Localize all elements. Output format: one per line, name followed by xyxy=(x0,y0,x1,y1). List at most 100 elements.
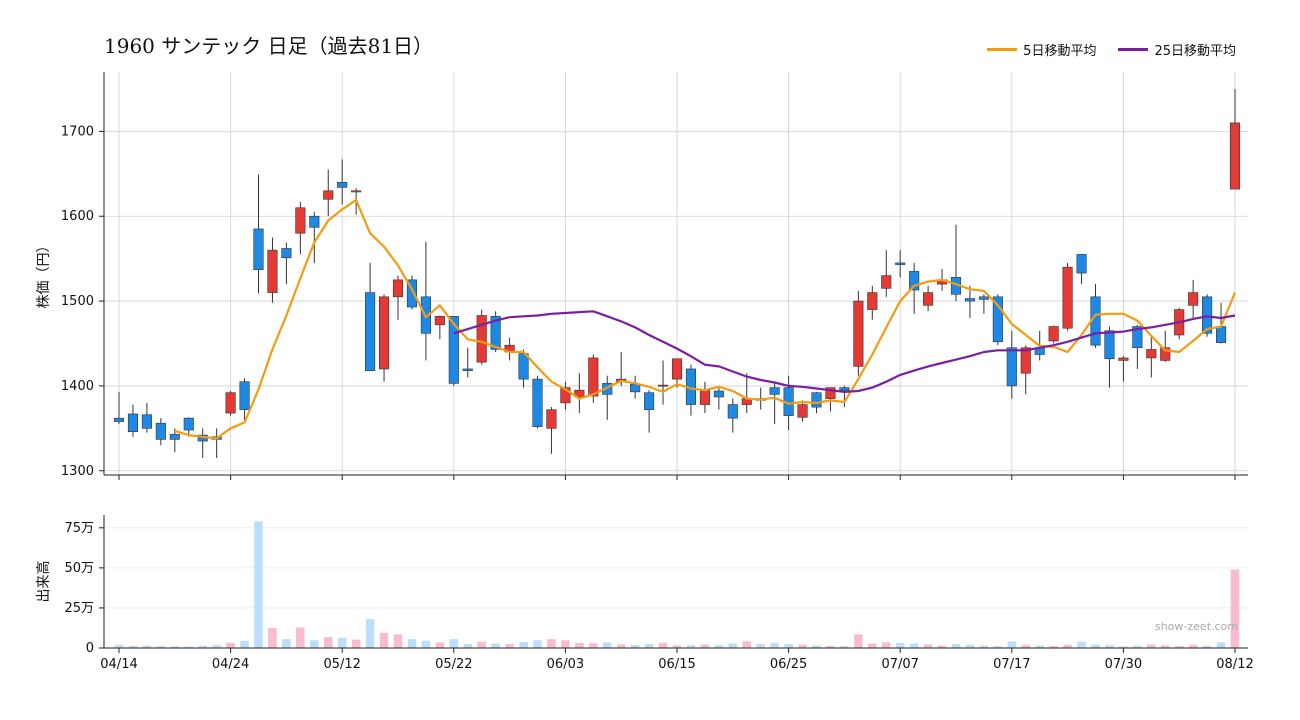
candle-body xyxy=(448,316,459,384)
candle-body xyxy=(1020,347,1031,374)
candle-body xyxy=(881,275,892,289)
moving-average-lines xyxy=(174,199,1237,440)
candle-body xyxy=(281,248,292,259)
candle-body xyxy=(1132,326,1143,349)
candle-body xyxy=(867,292,878,310)
xtick-label: 06/03 xyxy=(547,657,584,672)
volume-bar xyxy=(324,637,333,648)
xtick-label: 06/25 xyxy=(770,657,807,672)
xtick-label: 08/12 xyxy=(1216,657,1253,672)
candle-body xyxy=(253,228,264,270)
volume-bar xyxy=(407,639,417,648)
candle-body xyxy=(560,387,571,404)
volume-bar xyxy=(798,644,807,648)
volume-bar xyxy=(742,641,751,648)
volume-bar xyxy=(589,643,598,648)
candle-body xyxy=(267,249,278,293)
candle-body xyxy=(895,262,906,265)
volume-bar xyxy=(184,646,193,648)
volume-bar xyxy=(812,645,821,648)
price-ytick-label: 1700 xyxy=(61,124,94,139)
candle-body xyxy=(183,417,194,431)
legend-swatch-ma25 xyxy=(1118,48,1149,51)
candle-body xyxy=(699,389,710,405)
volume-bar xyxy=(505,643,514,648)
volume-bar xyxy=(351,639,361,648)
volume-bar xyxy=(854,634,863,648)
volume-bar xyxy=(1105,645,1114,648)
xtick-label: 06/15 xyxy=(658,657,695,672)
candle-body xyxy=(378,296,390,370)
candle-body xyxy=(1062,266,1073,329)
candle-body xyxy=(1076,254,1087,274)
candle-body xyxy=(476,315,487,363)
candle-body xyxy=(546,409,557,429)
volume-bar xyxy=(226,642,235,648)
legend-swatch-ma5 xyxy=(987,48,1018,51)
price-ytick-label: 1500 xyxy=(61,294,94,309)
candle-body xyxy=(518,353,529,380)
volume-bar xyxy=(658,642,668,648)
volume-bar xyxy=(1147,644,1156,648)
candle-body xyxy=(155,422,166,440)
volume-bar xyxy=(1007,641,1017,648)
volume-bar xyxy=(1202,645,1212,648)
candle-body xyxy=(406,279,418,308)
candle-body xyxy=(1188,292,1199,306)
volume-bar xyxy=(714,645,724,648)
volume-bar xyxy=(519,641,528,648)
candle-body xyxy=(1006,347,1017,387)
volume-bar xyxy=(993,646,1003,648)
candle-body xyxy=(532,378,543,427)
chart-title: 1960 サンテック 日足（過去81日） xyxy=(104,34,434,58)
candle-body xyxy=(169,433,180,440)
volume-ytick-label: 75万 xyxy=(64,521,94,536)
volume-bar xyxy=(895,642,905,648)
candles xyxy=(113,88,1241,459)
candle-body xyxy=(574,389,585,398)
candle-body xyxy=(713,390,724,398)
candle-body xyxy=(839,387,850,391)
xtick-label: 04/14 xyxy=(100,657,137,672)
volume-bar xyxy=(254,521,263,648)
candle-body xyxy=(671,358,683,380)
axes xyxy=(99,72,1248,653)
ma5-line xyxy=(174,199,1237,440)
candle-body xyxy=(727,404,738,419)
volume-bar xyxy=(603,642,612,648)
price-ytick-label: 1600 xyxy=(61,209,94,224)
xtick-label: 05/12 xyxy=(323,657,360,672)
volume-bar xyxy=(840,646,849,648)
candle-body xyxy=(811,392,822,408)
volume-bar xyxy=(728,643,738,648)
candle-body xyxy=(657,384,669,387)
candle-body xyxy=(392,279,404,298)
candle-body xyxy=(978,296,989,300)
candle-body xyxy=(644,392,655,410)
candle-body xyxy=(825,387,836,399)
xtick-label: 07/07 xyxy=(881,657,918,672)
volume-bar xyxy=(909,643,919,648)
candle-body xyxy=(909,271,920,291)
volume-bar xyxy=(979,645,989,648)
volume-grid xyxy=(104,527,1248,609)
candle-body xyxy=(797,404,808,418)
watermark: show-zeet.com xyxy=(1155,620,1238,633)
volume-bar xyxy=(393,634,403,648)
candle-body xyxy=(462,368,473,371)
candle-body xyxy=(113,417,125,422)
volume-bar xyxy=(756,643,765,648)
ma25-line xyxy=(453,310,1236,393)
legend-label-ma5: 5日移動平均 xyxy=(1023,44,1097,59)
volume-bar xyxy=(128,645,138,648)
candle-body xyxy=(337,181,348,188)
price-ytick-label: 1300 xyxy=(61,464,94,479)
volume-bar xyxy=(1021,645,1030,648)
volume-bar xyxy=(1174,646,1184,648)
candle-body xyxy=(141,414,152,429)
candle-body xyxy=(853,300,864,367)
volume-bar xyxy=(477,641,486,648)
xtick-label: 07/30 xyxy=(1105,657,1142,672)
volume-bar xyxy=(365,619,375,648)
